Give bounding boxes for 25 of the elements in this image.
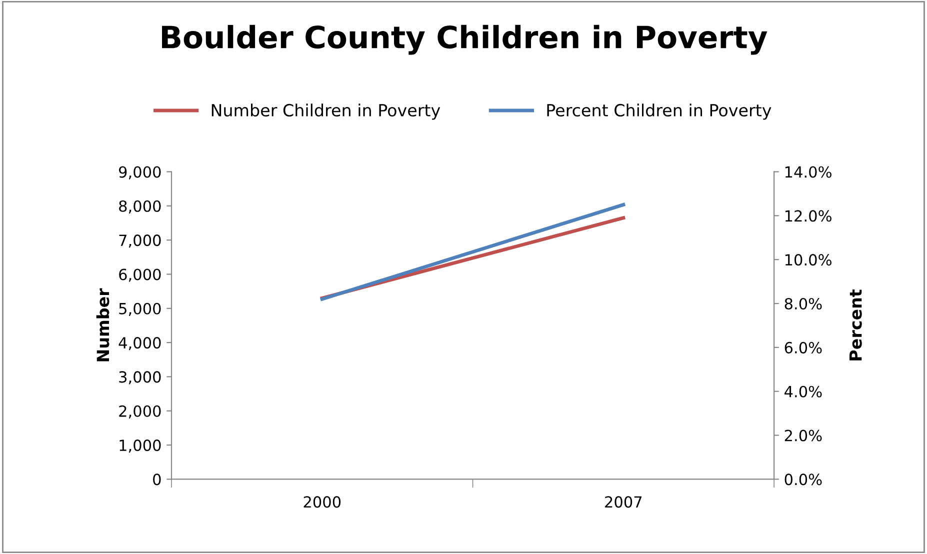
y-tick-label: 8,000	[119, 200, 161, 214]
y-tick-label: 5,000	[119, 302, 161, 316]
y-tick-label: 2,000	[119, 405, 161, 418]
y2-tick-label: 12.0%	[785, 210, 832, 222]
y2-axis-title: Percent	[849, 289, 862, 360]
y-tick-label: 7,000	[119, 234, 161, 248]
y-tick-label: 4,000	[118, 337, 161, 350]
y2-tick-label: 6.0%	[784, 342, 822, 354]
y2-tick-label: 4.0%	[784, 386, 822, 398]
y2-tick-label: 0.0%	[784, 474, 822, 486]
y-tick-label: 0	[153, 474, 161, 486]
y-tick-label: 1,000	[120, 440, 161, 453]
y2-tick-label: 8.0%	[784, 298, 822, 310]
y2-tick-label: 2.0%	[784, 430, 822, 442]
legend-label: Number Children in Poverty	[212, 104, 440, 120]
x-tick-label: 2000	[304, 496, 341, 508]
chart-title: Boulder County Children in Poverty	[162, 24, 768, 55]
y2-tick-label: 14.0%	[785, 166, 832, 178]
y2-tick-label: 10.0%	[785, 254, 832, 266]
y-tick-label: 3,000	[119, 371, 161, 384]
y-tick-label: 6,000	[119, 268, 161, 282]
x-tick-label: 2007	[605, 496, 642, 508]
y-axis-title: Number	[96, 288, 110, 362]
y-tick-label: 9,000	[118, 166, 161, 180]
legend-label: Percent Children in Poverty	[547, 104, 772, 120]
